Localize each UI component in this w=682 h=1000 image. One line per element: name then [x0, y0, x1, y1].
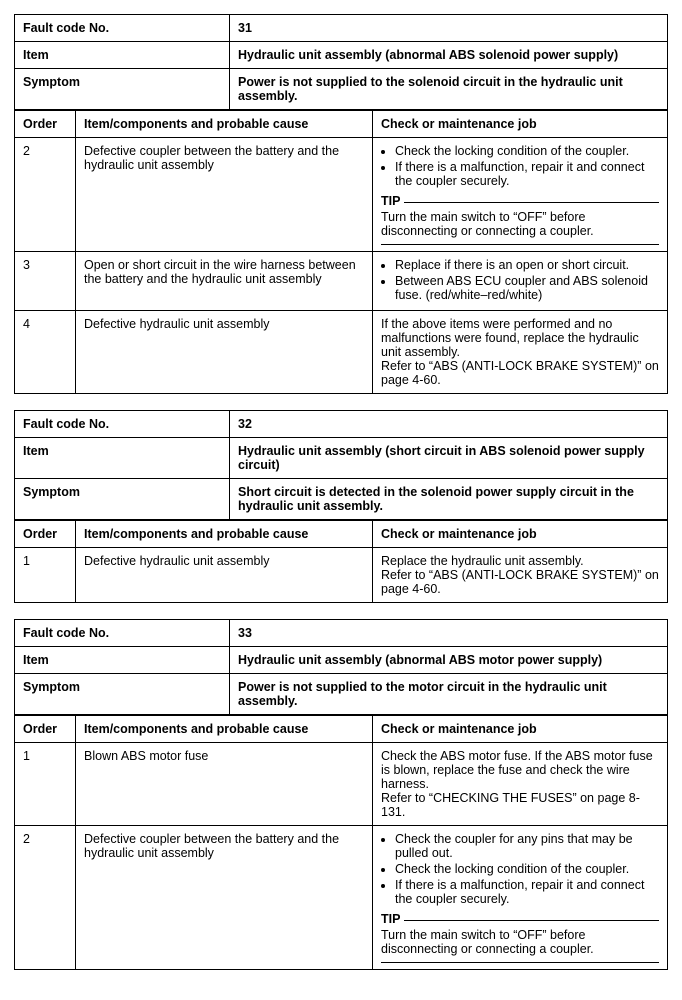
header-value: 31	[230, 15, 667, 41]
job-cell: Check the locking condition of the coupl…	[373, 138, 668, 252]
job-bullets: Replace if there is an open or short cir…	[381, 258, 659, 302]
bullet-item: Check the coupler for any pins that may …	[395, 832, 659, 860]
header-row: SymptomShort circuit is detected in the …	[15, 479, 667, 520]
bullet-item: Replace if there is an open or short cir…	[395, 258, 659, 272]
header-label: Item	[15, 438, 230, 478]
fault-block: Fault code No.33ItemHydraulic unit assem…	[14, 619, 668, 970]
diagnostic-table: OrderItem/components and probable causeC…	[15, 715, 667, 969]
document-root: Fault code No.31ItemHydraulic unit assem…	[14, 14, 668, 970]
tip-rule	[404, 920, 659, 921]
job-text: Replace the hydraulic unit assembly. Ref…	[381, 554, 659, 596]
order-cell: 4	[15, 311, 76, 394]
col-cause-header: Item/components and probable cause	[76, 521, 373, 548]
header-label: Item	[15, 42, 230, 68]
header-label: Fault code No.	[15, 15, 230, 41]
job-bullets: Check the locking condition of the coupl…	[381, 144, 659, 188]
header-row: ItemHydraulic unit assembly (short circu…	[15, 438, 667, 479]
tip-header: TIP	[381, 194, 659, 208]
header-value: Power is not supplied to the solenoid ci…	[230, 69, 667, 109]
header-label: Fault code No.	[15, 620, 230, 646]
header-row: Fault code No.31	[15, 15, 667, 42]
col-order-header: Order	[15, 716, 76, 743]
header-value: 32	[230, 411, 667, 437]
header-row: SymptomPower is not supplied to the sole…	[15, 69, 667, 110]
header-value: Power is not supplied to the motor circu…	[230, 674, 667, 714]
tip-body: Turn the main switch to “OFF” before dis…	[381, 926, 659, 960]
table-row: 1Defective hydraulic unit assemblyReplac…	[15, 548, 667, 603]
cause-cell: Defective hydraulic unit assembly	[76, 311, 373, 394]
order-cell: 2	[15, 826, 76, 970]
tip-rule	[404, 202, 659, 203]
header-value: Hydraulic unit assembly (abnormal ABS mo…	[230, 647, 667, 673]
header-row: Fault code No.33	[15, 620, 667, 647]
order-cell: 3	[15, 252, 76, 311]
table-row: 3Open or short circuit in the wire harne…	[15, 252, 667, 311]
header-value: 33	[230, 620, 667, 646]
tip-block: TIPTurn the main switch to “OFF” before …	[381, 912, 659, 963]
col-order-header: Order	[15, 111, 76, 138]
col-cause-header: Item/components and probable cause	[76, 111, 373, 138]
tip-block: TIPTurn the main switch to “OFF” before …	[381, 194, 659, 245]
tip-rule	[381, 962, 659, 963]
col-job-header: Check or maintenance job	[373, 716, 668, 743]
col-cause-header: Item/components and probable cause	[76, 716, 373, 743]
bullet-item: If there is a malfunction, repair it and…	[395, 878, 659, 906]
table-header-row: OrderItem/components and probable causeC…	[15, 111, 667, 138]
job-cell: If the above items were performed and no…	[373, 311, 668, 394]
cause-cell: Defective coupler between the battery an…	[76, 138, 373, 252]
col-order-header: Order	[15, 521, 76, 548]
table-row: 4Defective hydraulic unit assemblyIf the…	[15, 311, 667, 394]
header-row: ItemHydraulic unit assembly (abnormal AB…	[15, 647, 667, 674]
header-label: Symptom	[15, 674, 230, 714]
header-row: Fault code No.32	[15, 411, 667, 438]
tip-label: TIP	[381, 912, 404, 926]
header-row: ItemHydraulic unit assembly (abnormal AB…	[15, 42, 667, 69]
job-cell: Replace if there is an open or short cir…	[373, 252, 668, 311]
table-row: 2Defective coupler between the battery a…	[15, 826, 667, 970]
order-cell: 1	[15, 548, 76, 603]
bullet-item: Check the locking condition of the coupl…	[395, 862, 659, 876]
table-row: 2Defective coupler between the battery a…	[15, 138, 667, 252]
bullet-item: If there is a malfunction, repair it and…	[395, 160, 659, 188]
job-bullets: Check the coupler for any pins that may …	[381, 832, 659, 906]
tip-body: Turn the main switch to “OFF” before dis…	[381, 208, 659, 242]
job-cell: Replace the hydraulic unit assembly. Ref…	[373, 548, 668, 603]
table-row: 1Blown ABS motor fuseCheck the ABS motor…	[15, 743, 667, 826]
header-value: Short circuit is detected in the solenoi…	[230, 479, 667, 519]
header-row: SymptomPower is not supplied to the moto…	[15, 674, 667, 715]
header-label: Fault code No.	[15, 411, 230, 437]
cause-cell: Defective coupler between the battery an…	[76, 826, 373, 970]
job-cell: Check the coupler for any pins that may …	[373, 826, 668, 970]
bullet-item: Check the locking condition of the coupl…	[395, 144, 659, 158]
table-header-row: OrderItem/components and probable causeC…	[15, 716, 667, 743]
bullet-item: Between ABS ECU coupler and ABS solenoid…	[395, 274, 659, 302]
order-cell: 2	[15, 138, 76, 252]
job-text: Check the ABS motor fuse. If the ABS mot…	[381, 749, 659, 819]
job-cell: Check the ABS motor fuse. If the ABS mot…	[373, 743, 668, 826]
header-value: Hydraulic unit assembly (abnormal ABS so…	[230, 42, 667, 68]
cause-cell: Blown ABS motor fuse	[76, 743, 373, 826]
cause-cell: Defective hydraulic unit assembly	[76, 548, 373, 603]
header-value: Hydraulic unit assembly (short circuit i…	[230, 438, 667, 478]
header-label: Item	[15, 647, 230, 673]
tip-header: TIP	[381, 912, 659, 926]
fault-block: Fault code No.32ItemHydraulic unit assem…	[14, 410, 668, 603]
table-header-row: OrderItem/components and probable causeC…	[15, 521, 667, 548]
diagnostic-table: OrderItem/components and probable causeC…	[15, 520, 667, 602]
col-job-header: Check or maintenance job	[373, 521, 668, 548]
tip-rule	[381, 244, 659, 245]
col-job-header: Check or maintenance job	[373, 111, 668, 138]
cause-cell: Open or short circuit in the wire harnes…	[76, 252, 373, 311]
job-text: If the above items were performed and no…	[381, 317, 659, 387]
order-cell: 1	[15, 743, 76, 826]
header-label: Symptom	[15, 479, 230, 519]
header-label: Symptom	[15, 69, 230, 109]
fault-block: Fault code No.31ItemHydraulic unit assem…	[14, 14, 668, 394]
diagnostic-table: OrderItem/components and probable causeC…	[15, 110, 667, 393]
tip-label: TIP	[381, 194, 404, 208]
